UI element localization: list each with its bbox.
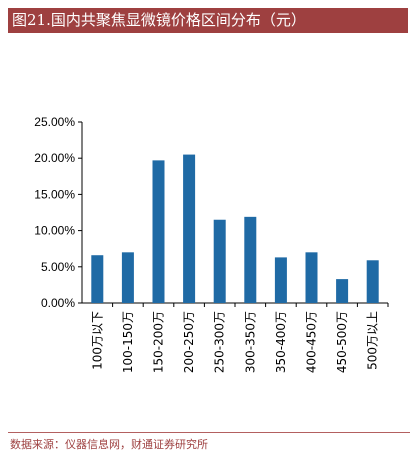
y-tick-label: 25.00% <box>34 115 75 129</box>
y-tick-label: 5.00% <box>41 260 75 274</box>
bar <box>336 279 349 303</box>
x-tick-label: 100万以下 <box>90 311 104 370</box>
y-tick-label: 15.00% <box>34 187 75 201</box>
x-tick-label: 350-400万 <box>274 311 288 373</box>
x-tick-label: 500万以上 <box>366 311 380 370</box>
x-tick-label: 150-200万 <box>152 311 166 373</box>
bar <box>274 257 287 303</box>
y-axis-ticks: 0.00% 5.00% 10.00% 15.00% 20.00% 25.00% <box>34 115 82 310</box>
bar <box>244 216 257 303</box>
chart-bars <box>91 154 379 303</box>
x-tick-label: 400-450万 <box>305 311 319 373</box>
x-tick-label: 200-250万 <box>182 311 196 373</box>
footer-divider <box>8 432 410 433</box>
x-tick-label: 250-300万 <box>213 311 227 373</box>
bar <box>91 255 104 303</box>
x-tick-label: 100-150万 <box>121 311 135 373</box>
chart-title: 图21.国内共聚焦显微镜价格区间分布（元） <box>8 8 408 33</box>
bar <box>121 252 134 303</box>
y-tick-label: 0.00% <box>41 296 75 310</box>
x-tick-label: 300-350万 <box>243 311 257 373</box>
bar <box>152 160 165 303</box>
bar <box>366 260 379 303</box>
y-tick-label: 10.00% <box>34 224 75 238</box>
data-source-note: 数据来源：仪器信息网，财通证券研究所 <box>10 438 208 451</box>
x-axis-ticks: 100万以下 100-150万 150-200万 200-250万 250-300万 30… <box>90 303 389 373</box>
bar <box>213 219 226 303</box>
bar <box>183 154 196 303</box>
y-tick-label: 20.00% <box>34 151 75 165</box>
bar <box>305 252 318 303</box>
x-tick-label: 450-500万 <box>335 311 349 373</box>
